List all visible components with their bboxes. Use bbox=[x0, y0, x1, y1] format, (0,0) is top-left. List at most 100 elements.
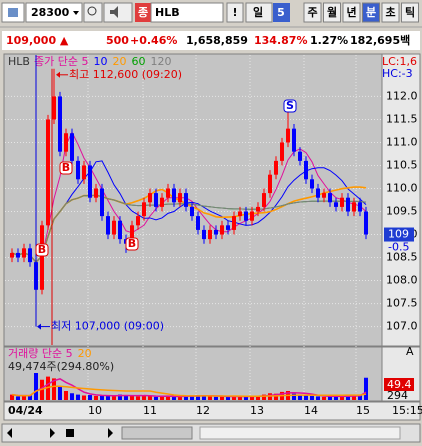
volume-bar bbox=[34, 373, 38, 400]
volume-bar bbox=[334, 395, 338, 400]
volume-legend: 20 bbox=[78, 347, 92, 360]
play[interactable] bbox=[50, 428, 55, 438]
volume-bar bbox=[178, 396, 182, 400]
signal-label: B bbox=[62, 161, 70, 174]
candle-body bbox=[190, 206, 194, 217]
volume-bar bbox=[250, 396, 254, 400]
volume-bar bbox=[76, 394, 80, 400]
period-button-label: 틱 bbox=[405, 5, 415, 19]
signal-marker bbox=[283, 99, 297, 113]
icon bbox=[110, 6, 118, 18]
low-note: 최저 107,000 (09:00) bbox=[51, 320, 164, 333]
x-tick-label: 12 bbox=[196, 404, 210, 417]
volume-bar bbox=[154, 396, 158, 400]
count: 5 bbox=[277, 6, 285, 19]
volume-bar bbox=[142, 395, 146, 400]
period-button[interactable] bbox=[323, 2, 341, 23]
price-axis bbox=[381, 53, 421, 347]
scroll-thumb[interactable] bbox=[121, 426, 193, 440]
volume-bar bbox=[160, 396, 164, 400]
volume-bar bbox=[148, 395, 152, 400]
count-box[interactable] bbox=[273, 3, 290, 22]
period-button[interactable] bbox=[303, 2, 322, 23]
rate: +0.46% bbox=[130, 34, 177, 47]
candle-body bbox=[136, 216, 140, 226]
volume-bar bbox=[298, 394, 302, 400]
code-input[interactable] bbox=[25, 2, 83, 23]
x-tick-label: 13 bbox=[250, 404, 264, 417]
candle-body bbox=[328, 193, 332, 203]
volume-bar bbox=[316, 396, 320, 400]
x-tick-label: 11 bbox=[143, 404, 157, 417]
signal-label: S bbox=[286, 99, 294, 112]
zoom-tools[interactable] bbox=[199, 426, 401, 440]
volume-bar bbox=[208, 396, 212, 400]
volume-bar bbox=[346, 395, 350, 400]
volume-bar bbox=[100, 395, 104, 400]
volume-bar bbox=[364, 377, 368, 400]
candle-body bbox=[148, 193, 152, 203]
hc-label: HC:-3 bbox=[382, 67, 413, 80]
high-note: 최고 112,600 (09:20) bbox=[69, 68, 182, 81]
volume-bar bbox=[124, 395, 128, 400]
candle-body bbox=[106, 216, 110, 235]
dropdown-arrow[interactable] bbox=[73, 11, 79, 15]
volume-bar bbox=[232, 395, 236, 400]
arrow-head bbox=[56, 71, 60, 78]
candle-body bbox=[166, 188, 170, 198]
scroll-right[interactable] bbox=[108, 428, 113, 438]
period-button[interactable] bbox=[362, 2, 380, 23]
candle-body bbox=[10, 252, 14, 258]
volume-bar bbox=[322, 396, 326, 400]
scroll-left[interactable] bbox=[7, 428, 12, 438]
icon bbox=[87, 6, 97, 16]
candle-body bbox=[298, 151, 302, 161]
candle-body bbox=[268, 174, 272, 194]
last-change: -0.5 bbox=[388, 241, 409, 254]
candle-body bbox=[226, 225, 230, 230]
search-button[interactable] bbox=[83, 2, 103, 23]
candle-body bbox=[220, 225, 224, 235]
candle-body bbox=[52, 96, 56, 120]
candle-body bbox=[280, 142, 284, 161]
volume-axis-label: A bbox=[406, 345, 414, 358]
signal-marker bbox=[125, 237, 139, 251]
volume-bar bbox=[94, 395, 98, 400]
candle-body bbox=[322, 193, 326, 198]
arrow-head bbox=[37, 323, 41, 330]
candle-body bbox=[58, 96, 62, 152]
candle-body bbox=[196, 216, 200, 230]
price: 109,000 ▲ bbox=[6, 34, 69, 47]
period-button[interactable] bbox=[342, 2, 361, 23]
period-select[interactable] bbox=[245, 2, 273, 23]
candle-body bbox=[310, 179, 314, 189]
y-tick-label: 109.5 bbox=[386, 205, 418, 218]
candle-body bbox=[364, 211, 368, 235]
period-button-label: 주 bbox=[307, 6, 317, 19]
y-tick-label: 108.0 bbox=[386, 274, 418, 287]
volume-summary: 49,474주(294.80%) bbox=[8, 360, 114, 373]
last-price: 109 bbox=[388, 228, 409, 241]
price-tag bbox=[384, 227, 414, 242]
alert-button[interactable] bbox=[226, 2, 244, 23]
candle-body bbox=[238, 211, 242, 217]
volume-bar bbox=[202, 395, 206, 400]
candle-body bbox=[250, 211, 254, 221]
period-button[interactable] bbox=[381, 2, 400, 23]
candle-body bbox=[316, 188, 320, 198]
stop[interactable] bbox=[66, 429, 74, 437]
period-button[interactable] bbox=[401, 2, 419, 23]
lc-label: LC:1,6 bbox=[382, 55, 417, 68]
volume-bar bbox=[262, 394, 266, 400]
candle-body bbox=[88, 165, 92, 198]
volume-bar bbox=[112, 396, 116, 400]
y-tick-label: 110.0 bbox=[386, 181, 418, 194]
volume-bar bbox=[184, 395, 188, 400]
period-button-label: 년 bbox=[346, 5, 356, 19]
signal-marker bbox=[35, 243, 49, 257]
period-button-label: 월 bbox=[327, 5, 337, 19]
turnover: 1.27% bbox=[310, 34, 348, 47]
candle-body bbox=[334, 202, 338, 207]
legend-entry: 60 bbox=[131, 55, 145, 68]
volume-bar bbox=[244, 396, 248, 400]
